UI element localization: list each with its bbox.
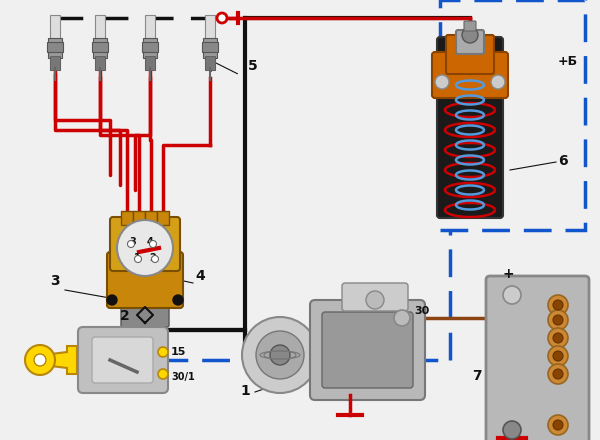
Circle shape: [553, 420, 563, 430]
Circle shape: [503, 421, 521, 439]
Bar: [143, 38, 157, 58]
Circle shape: [256, 331, 304, 379]
FancyBboxPatch shape: [437, 37, 503, 218]
FancyBboxPatch shape: [107, 252, 183, 308]
FancyBboxPatch shape: [464, 21, 476, 31]
Circle shape: [553, 369, 563, 379]
Circle shape: [548, 364, 568, 384]
Bar: [205, 15, 215, 70]
Text: 30/1: 30/1: [171, 372, 195, 382]
Circle shape: [435, 75, 449, 89]
FancyBboxPatch shape: [110, 217, 180, 271]
Circle shape: [366, 291, 384, 309]
FancyBboxPatch shape: [432, 52, 508, 98]
Circle shape: [462, 27, 478, 43]
FancyBboxPatch shape: [121, 298, 169, 327]
FancyBboxPatch shape: [92, 337, 153, 383]
Circle shape: [553, 351, 563, 361]
Text: +Б: +Б: [558, 55, 578, 68]
Text: 1: 1: [240, 384, 250, 398]
Circle shape: [217, 13, 227, 23]
Circle shape: [548, 328, 568, 348]
Circle shape: [503, 286, 521, 304]
Circle shape: [553, 333, 563, 343]
Circle shape: [548, 346, 568, 366]
Text: 15: 15: [171, 347, 187, 357]
FancyBboxPatch shape: [342, 283, 408, 311]
Text: 2: 2: [120, 309, 130, 323]
Text: 7: 7: [472, 369, 482, 383]
Circle shape: [548, 415, 568, 435]
Circle shape: [151, 256, 158, 263]
Bar: [205, 56, 215, 70]
Bar: [50, 56, 60, 70]
Bar: [95, 15, 105, 70]
Text: 6: 6: [558, 154, 568, 168]
Bar: [145, 15, 155, 70]
Bar: [50, 15, 60, 70]
Text: 30: 30: [414, 306, 429, 316]
Circle shape: [117, 220, 173, 276]
Circle shape: [553, 315, 563, 325]
FancyBboxPatch shape: [446, 35, 494, 74]
Circle shape: [270, 345, 290, 365]
Text: 3: 3: [130, 237, 136, 247]
Bar: [157, 211, 169, 225]
Bar: [203, 38, 217, 58]
Circle shape: [149, 241, 157, 247]
FancyBboxPatch shape: [322, 312, 413, 388]
Bar: [145, 56, 155, 70]
Bar: [125, 295, 165, 355]
Bar: [121, 211, 133, 225]
Text: 1: 1: [134, 253, 140, 263]
Circle shape: [34, 354, 46, 366]
Circle shape: [158, 369, 168, 379]
Text: +: +: [502, 267, 514, 281]
Circle shape: [548, 295, 568, 315]
Bar: [92, 42, 108, 52]
Bar: [440, 0, 585, 230]
Circle shape: [134, 256, 142, 263]
Text: 2: 2: [149, 253, 157, 263]
FancyBboxPatch shape: [310, 300, 425, 400]
Circle shape: [107, 295, 117, 305]
Circle shape: [173, 295, 183, 305]
Bar: [47, 42, 63, 52]
Text: 4: 4: [146, 237, 154, 247]
Circle shape: [128, 241, 134, 247]
Bar: [93, 38, 107, 58]
Bar: [95, 56, 105, 70]
Bar: [133, 211, 145, 225]
Circle shape: [491, 75, 505, 89]
Bar: [142, 42, 158, 52]
Circle shape: [25, 345, 55, 375]
Circle shape: [242, 317, 318, 393]
FancyBboxPatch shape: [486, 276, 589, 440]
Bar: [145, 211, 157, 225]
Polygon shape: [43, 346, 77, 374]
Bar: [48, 38, 62, 58]
Text: 5: 5: [248, 59, 258, 73]
Text: 3: 3: [50, 274, 59, 288]
Circle shape: [548, 310, 568, 330]
Circle shape: [158, 347, 168, 357]
FancyBboxPatch shape: [78, 327, 168, 393]
Circle shape: [394, 310, 410, 326]
Bar: [202, 42, 218, 52]
Circle shape: [553, 300, 563, 310]
FancyBboxPatch shape: [456, 30, 484, 54]
Text: 4: 4: [195, 269, 205, 283]
